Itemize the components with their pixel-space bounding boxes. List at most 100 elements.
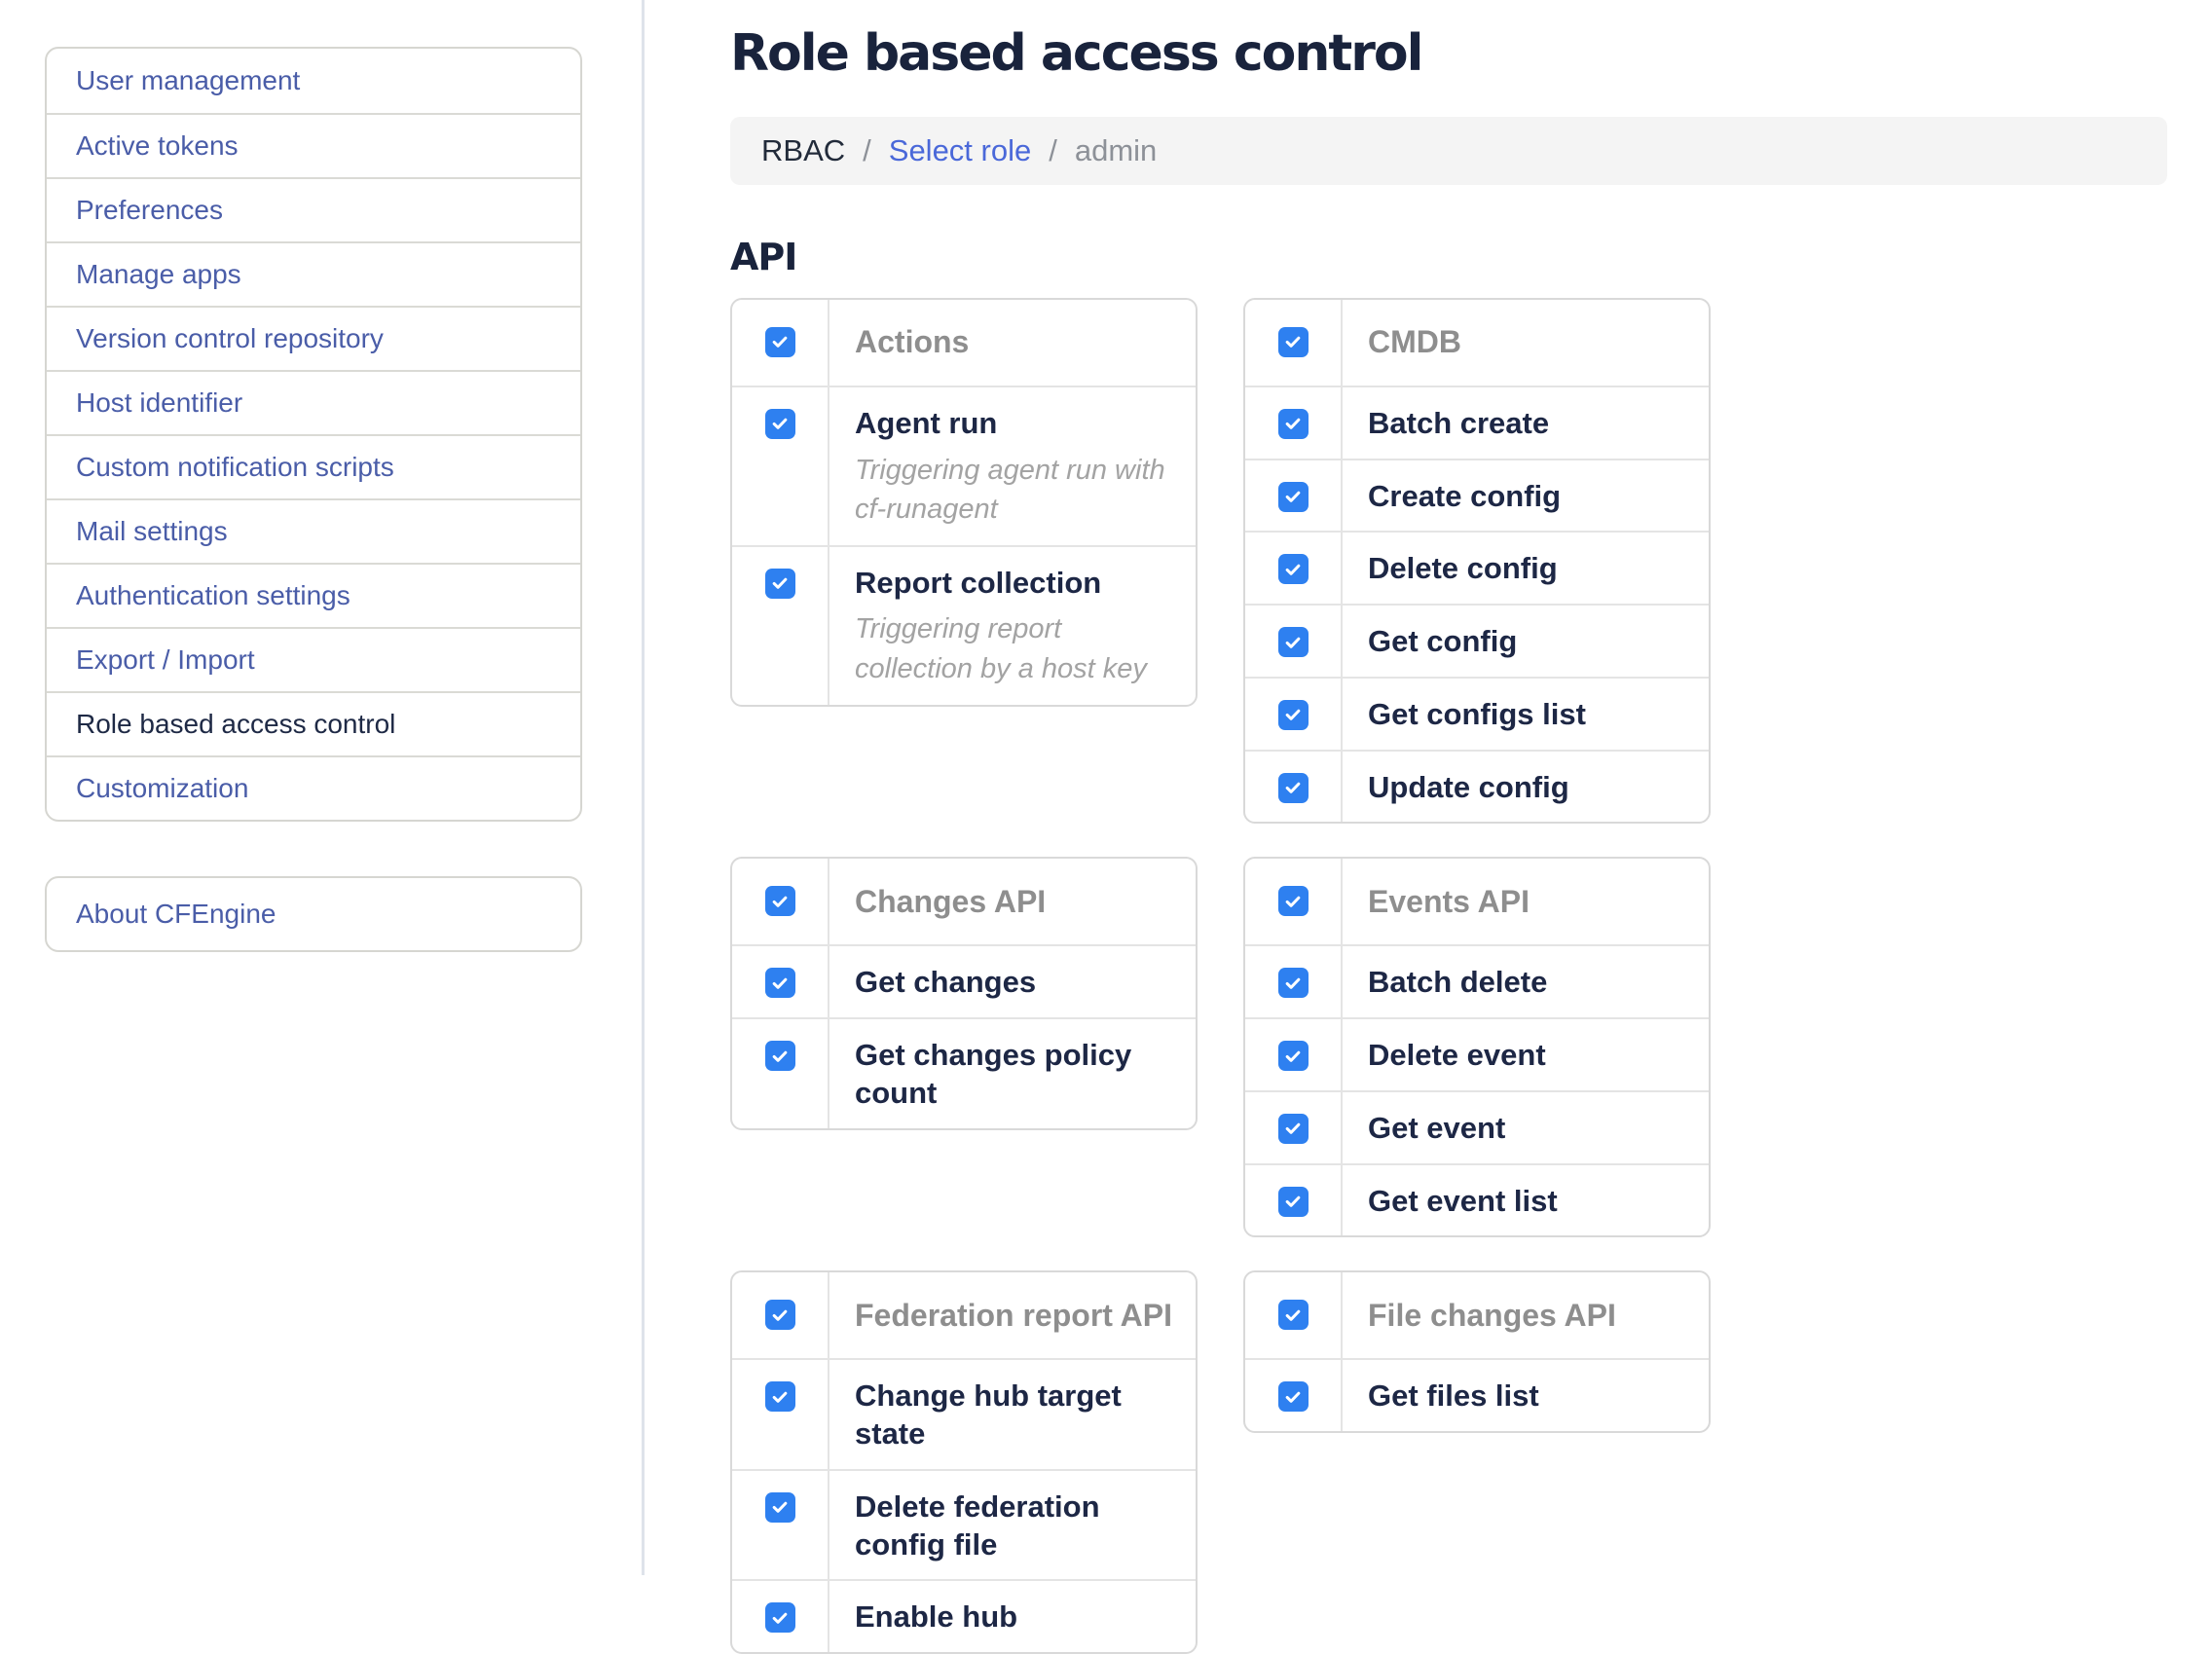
checkbox-checked-batch-delete[interactable] (1277, 968, 1309, 999)
sidebar-item-user-management[interactable]: User management (76, 65, 301, 95)
permission-label: Report collection (855, 565, 1102, 600)
sidebar-item-manage-apps[interactable]: Manage apps (47, 241, 580, 306)
permission-label: Change hub target state (855, 1378, 1122, 1452)
group-name-cell: Federation report API (830, 1272, 1196, 1358)
permission-label: Get config (1368, 624, 1518, 659)
group-name-cell: Changes API (830, 859, 1196, 944)
permission-label-cell: Get config (1343, 606, 1709, 677)
checkbox-checked-get-configs-list[interactable] (1277, 699, 1309, 730)
permission-label-cell: Delete federation config file (830, 1471, 1196, 1580)
permission-row-change-hub-target-state: Change hub target state (732, 1358, 1196, 1469)
checkbox-cell (1245, 459, 1343, 532)
group-name: Events API (1368, 883, 1530, 919)
checkbox-cell (1245, 386, 1343, 459)
checkbox-checked-group-events-api[interactable] (1277, 886, 1309, 917)
check-icon (1285, 1195, 1301, 1207)
checkbox-checked-enable-hub[interactable] (764, 1602, 795, 1634)
permission-label-cell: Batch delete (1343, 946, 1709, 1017)
sidebar-item-active-tokens[interactable]: Active tokens (47, 113, 580, 177)
checkbox-cell (732, 1470, 830, 1580)
breadcrumb-separator: / (863, 132, 871, 167)
check-icon (1285, 1391, 1301, 1403)
checkbox-cell (732, 299, 830, 386)
permission-label: Get configs list (1368, 696, 1586, 731)
sidebar-item-host-identifier[interactable]: Host identifier (47, 370, 580, 434)
checkbox-cell (1245, 1272, 1343, 1359)
sidebar-item-authentication-settings[interactable]: Authentication settings (47, 563, 580, 627)
checkbox-checked-group-file-changes-api[interactable] (1277, 1300, 1309, 1331)
checkbox-checked-delete-event[interactable] (1277, 1041, 1309, 1072)
checkbox-checked-create-config[interactable] (1277, 481, 1309, 512)
checkbox-checked-group-cmdb[interactable] (1277, 326, 1309, 357)
permission-row-enable-hub: Enable hub (732, 1579, 1196, 1653)
checkbox-checked-agent-run[interactable] (764, 408, 795, 439)
permission-group-row: Actions Agent run Triggering agent run wit… (730, 297, 2167, 825)
permission-label-cell: Delete event (1343, 1019, 1709, 1090)
permission-row-delete-event: Delete event (1245, 1017, 1709, 1090)
check-icon (1285, 1309, 1301, 1321)
checkbox-checked-get-config[interactable] (1277, 627, 1309, 658)
checkbox-checked-get-changes[interactable] (764, 968, 795, 999)
permission-label: Enable hub (855, 1599, 1018, 1635)
sidebar-item-export-import[interactable]: Export / Import (47, 627, 580, 691)
checkbox-cell (1245, 678, 1343, 750)
checkbox-checked-group-changes-api[interactable] (764, 886, 795, 917)
permission-row-get-event: Get event (1245, 1089, 1709, 1163)
permission-label: Get event (1368, 1110, 1506, 1145)
checkbox-checked-change-hub-target-state[interactable] (764, 1381, 795, 1413)
checkbox-checked-batch-create[interactable] (1277, 408, 1309, 439)
checkbox-cell (1245, 1091, 1343, 1163)
checkbox-checked-update-config[interactable] (1277, 772, 1309, 803)
permission-description: Triggering report collection by a host k… (855, 613, 1147, 685)
checkbox-cell (732, 1272, 830, 1359)
checkbox-checked-get-changes-policy-count[interactable] (764, 1041, 795, 1072)
permission-row-report-collection: Report collection Triggering report colle… (732, 544, 1196, 705)
permission-label: Get changes policy count (855, 1038, 1132, 1110)
checkbox-checked-get-files-list[interactable] (1277, 1381, 1309, 1413)
checkbox-checked-get-event[interactable] (1277, 1113, 1309, 1144)
breadcrumb-item-select-role[interactable]: Select role (888, 132, 1032, 167)
checkbox-checked-group-federation-report-api[interactable] (764, 1300, 795, 1331)
checkbox-cell (1245, 606, 1343, 677)
check-icon (1285, 1050, 1301, 1062)
group-name: CMDB (1368, 324, 1461, 360)
permission-row-batch-delete: Batch delete (1245, 944, 1709, 1018)
permission-label-cell: Get files list (1343, 1360, 1709, 1431)
check-icon (1285, 564, 1301, 575)
permission-label-cell: Create config (1343, 460, 1709, 532)
sidebar-item-customization[interactable]: Customization (47, 755, 580, 820)
permission-row-create-config: Create config (1245, 458, 1709, 532)
sidebar-item-role-based-access-control[interactable]: Role based access control (47, 691, 580, 755)
check-icon (1285, 896, 1301, 907)
checkbox-checked-delete-config[interactable] (1277, 554, 1309, 585)
checkbox-cell (732, 859, 830, 945)
permission-label-cell: Get event list (1343, 1165, 1709, 1236)
sidebar-item-about-cfengine[interactable]: About CFEngine (45, 876, 582, 952)
checkbox-cell (1245, 946, 1343, 1018)
permission-label: Get changes (855, 965, 1037, 1000)
check-icon (1285, 337, 1301, 349)
sidebar-item-custom-notification-scripts[interactable]: Custom notification scripts (47, 434, 580, 498)
permission-label: Batch create (1368, 405, 1550, 440)
permission-label: Create config (1368, 478, 1562, 513)
sidebar-item-mail-settings[interactable]: Mail settings (47, 498, 580, 563)
checkbox-checked-report-collection[interactable] (764, 568, 795, 599)
checkbox-checked-get-event-list[interactable] (1277, 1186, 1309, 1217)
breadcrumb: RBAC / Select role / admin (730, 116, 2167, 185)
sidebar-item-version-control-repository[interactable]: Version control repository (47, 306, 580, 370)
check-icon (772, 1502, 788, 1514)
permission-label-cell: Get configs list (1343, 679, 1709, 750)
checkbox-checked-delete-federation-config-file[interactable] (764, 1491, 795, 1523)
check-icon (1285, 637, 1301, 648)
checkbox-cell (732, 1019, 830, 1128)
permission-row-update-config: Update config (1245, 749, 1709, 823)
group-name: File changes API (1368, 1297, 1616, 1333)
sidebar-item-preferences[interactable]: Preferences (47, 177, 580, 241)
permission-label: Delete config (1368, 551, 1558, 586)
check-icon (772, 1309, 788, 1321)
checkbox-checked-group-actions[interactable] (764, 326, 795, 357)
breadcrumb-item-rbac: RBAC (761, 132, 846, 167)
permission-label: Update config (1368, 769, 1569, 804)
breadcrumb-separator: / (1049, 132, 1057, 167)
group-header-row: Events API (1245, 859, 1709, 945)
